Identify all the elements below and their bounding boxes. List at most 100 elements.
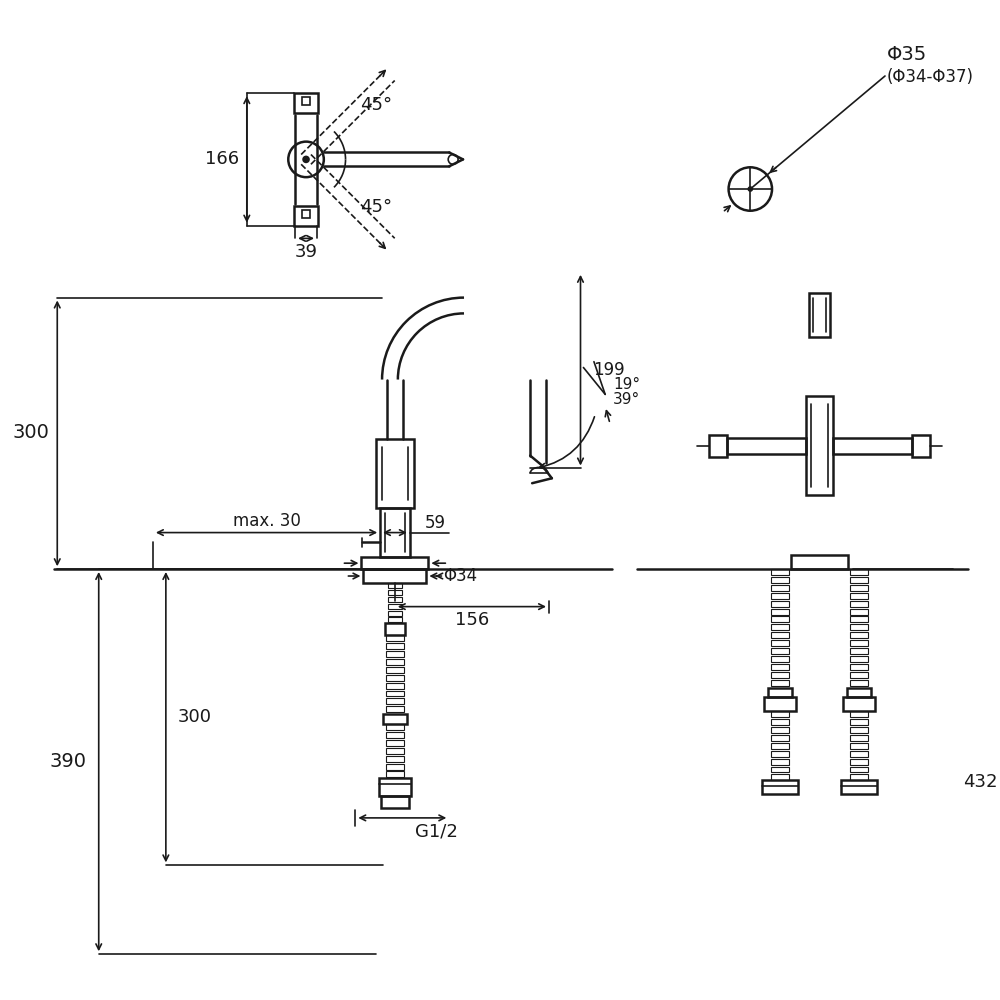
Bar bbox=[850, 616, 868, 622]
Bar bbox=[850, 569, 868, 575]
Bar bbox=[386, 635, 404, 641]
Text: 199: 199 bbox=[593, 361, 625, 379]
Text: (Φ34-Φ37): (Φ34-Φ37) bbox=[887, 68, 974, 86]
Bar bbox=[388, 611, 402, 616]
Bar bbox=[771, 640, 789, 646]
Text: 432: 432 bbox=[963, 773, 997, 791]
Bar bbox=[771, 577, 789, 583]
Bar bbox=[771, 759, 789, 765]
Bar bbox=[771, 616, 789, 622]
Bar bbox=[386, 764, 404, 770]
Bar bbox=[709, 435, 727, 457]
Bar bbox=[302, 210, 310, 218]
Bar bbox=[385, 623, 405, 635]
Bar bbox=[386, 691, 404, 696]
Bar bbox=[850, 640, 868, 646]
Text: Φ34: Φ34 bbox=[443, 567, 477, 585]
Bar bbox=[912, 435, 930, 457]
Bar bbox=[771, 727, 789, 733]
Bar bbox=[386, 732, 404, 738]
Bar bbox=[294, 206, 318, 226]
Bar bbox=[388, 590, 402, 595]
Bar bbox=[294, 93, 318, 113]
Bar bbox=[363, 569, 426, 583]
Bar bbox=[376, 439, 414, 508]
Bar bbox=[833, 438, 912, 454]
Bar bbox=[771, 743, 789, 749]
Text: max. 30: max. 30 bbox=[233, 512, 300, 530]
Circle shape bbox=[748, 187, 752, 191]
Bar bbox=[850, 593, 868, 599]
Text: 39°: 39° bbox=[613, 392, 640, 407]
Bar bbox=[771, 767, 789, 772]
Bar bbox=[850, 719, 868, 725]
Text: 300: 300 bbox=[178, 708, 212, 726]
Bar bbox=[386, 675, 404, 681]
Bar bbox=[771, 648, 789, 654]
Bar bbox=[791, 555, 848, 569]
Bar bbox=[386, 771, 404, 777]
Bar bbox=[771, 585, 789, 591]
Bar bbox=[806, 396, 833, 495]
Bar bbox=[850, 672, 868, 678]
Bar bbox=[850, 601, 868, 607]
Bar bbox=[850, 680, 868, 686]
Bar bbox=[386, 724, 404, 730]
Bar bbox=[771, 774, 789, 780]
Bar bbox=[771, 680, 789, 686]
Bar bbox=[850, 664, 868, 670]
Bar bbox=[850, 774, 868, 780]
Bar bbox=[727, 438, 806, 454]
Circle shape bbox=[303, 156, 309, 162]
Bar bbox=[843, 697, 875, 711]
Bar bbox=[850, 632, 868, 638]
Bar bbox=[771, 609, 789, 615]
Bar bbox=[302, 97, 310, 105]
Bar bbox=[850, 743, 868, 749]
Text: 45°: 45° bbox=[360, 198, 392, 216]
Bar bbox=[386, 740, 404, 746]
Bar bbox=[850, 656, 868, 662]
Bar bbox=[850, 759, 868, 765]
Bar bbox=[850, 609, 868, 615]
Bar bbox=[388, 617, 402, 622]
Bar bbox=[379, 778, 411, 796]
Bar bbox=[771, 672, 789, 678]
Text: 390: 390 bbox=[50, 752, 87, 771]
Text: G1/2: G1/2 bbox=[415, 823, 458, 841]
Bar bbox=[380, 508, 410, 557]
Bar bbox=[386, 756, 404, 762]
Bar bbox=[850, 624, 868, 630]
Bar bbox=[847, 688, 871, 697]
Bar bbox=[386, 748, 404, 754]
Bar bbox=[850, 735, 868, 741]
Bar bbox=[850, 767, 868, 772]
Bar bbox=[386, 659, 404, 665]
Bar bbox=[850, 727, 868, 733]
Bar bbox=[386, 706, 404, 712]
Bar bbox=[386, 698, 404, 704]
Bar bbox=[762, 780, 798, 794]
Bar bbox=[388, 583, 402, 588]
Bar bbox=[771, 719, 789, 725]
Bar bbox=[841, 780, 877, 794]
Bar bbox=[386, 667, 404, 673]
Bar bbox=[388, 604, 402, 609]
Bar bbox=[381, 796, 409, 808]
Text: 59: 59 bbox=[425, 514, 446, 532]
Bar bbox=[388, 597, 402, 602]
Bar bbox=[850, 577, 868, 583]
Bar bbox=[771, 664, 789, 670]
Bar bbox=[771, 751, 789, 757]
Text: Φ35: Φ35 bbox=[887, 45, 927, 64]
Bar bbox=[809, 293, 830, 337]
Bar bbox=[771, 593, 789, 599]
Bar bbox=[764, 697, 796, 711]
Bar bbox=[771, 624, 789, 630]
Bar bbox=[383, 714, 407, 724]
Bar bbox=[768, 688, 792, 697]
Text: 39: 39 bbox=[295, 243, 318, 261]
Bar bbox=[850, 751, 868, 757]
Bar bbox=[386, 643, 404, 649]
Bar bbox=[771, 569, 789, 575]
